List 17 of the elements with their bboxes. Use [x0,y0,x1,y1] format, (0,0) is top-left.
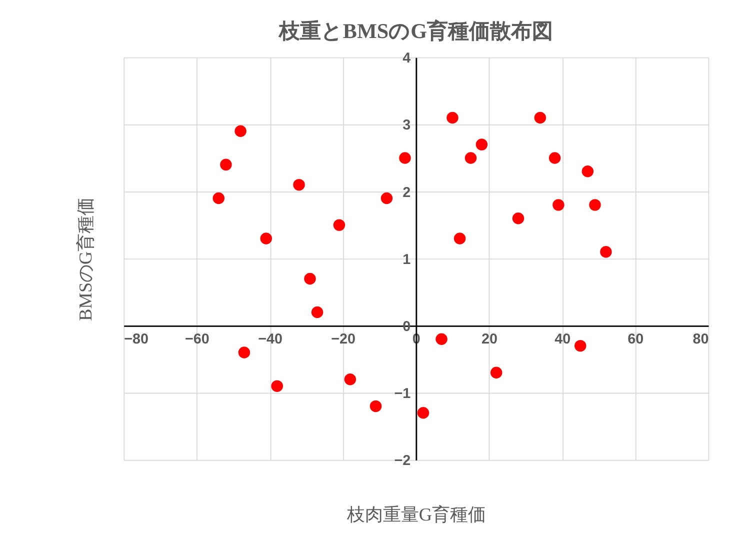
y-tick-label: 4 [402,50,411,67]
x-tick-label: −20 [331,331,356,348]
x-tick-label: 60 [628,331,644,348]
x-tick-label: 20 [482,331,498,348]
x-tick-label: −80 [124,331,148,348]
y-tick-label: 1 [402,252,411,268]
y-tick-label: −1 [394,386,411,402]
y-tick-label: −2 [394,453,411,470]
y-tick-label: 2 [402,184,411,201]
chart-title: 枝重とBMSのG育種価散布図 [278,19,553,44]
x-axis-title: 枝肉重量G育種価 [346,504,486,525]
x-tick-label: 80 [692,331,709,348]
x-tick-label: 40 [554,331,571,348]
y-tick-label: 3 [402,118,411,134]
x-tick-label: −60 [185,331,210,348]
x-tick-label: −40 [258,331,282,348]
y-axis-title: BMSのG育種価 [76,197,96,321]
